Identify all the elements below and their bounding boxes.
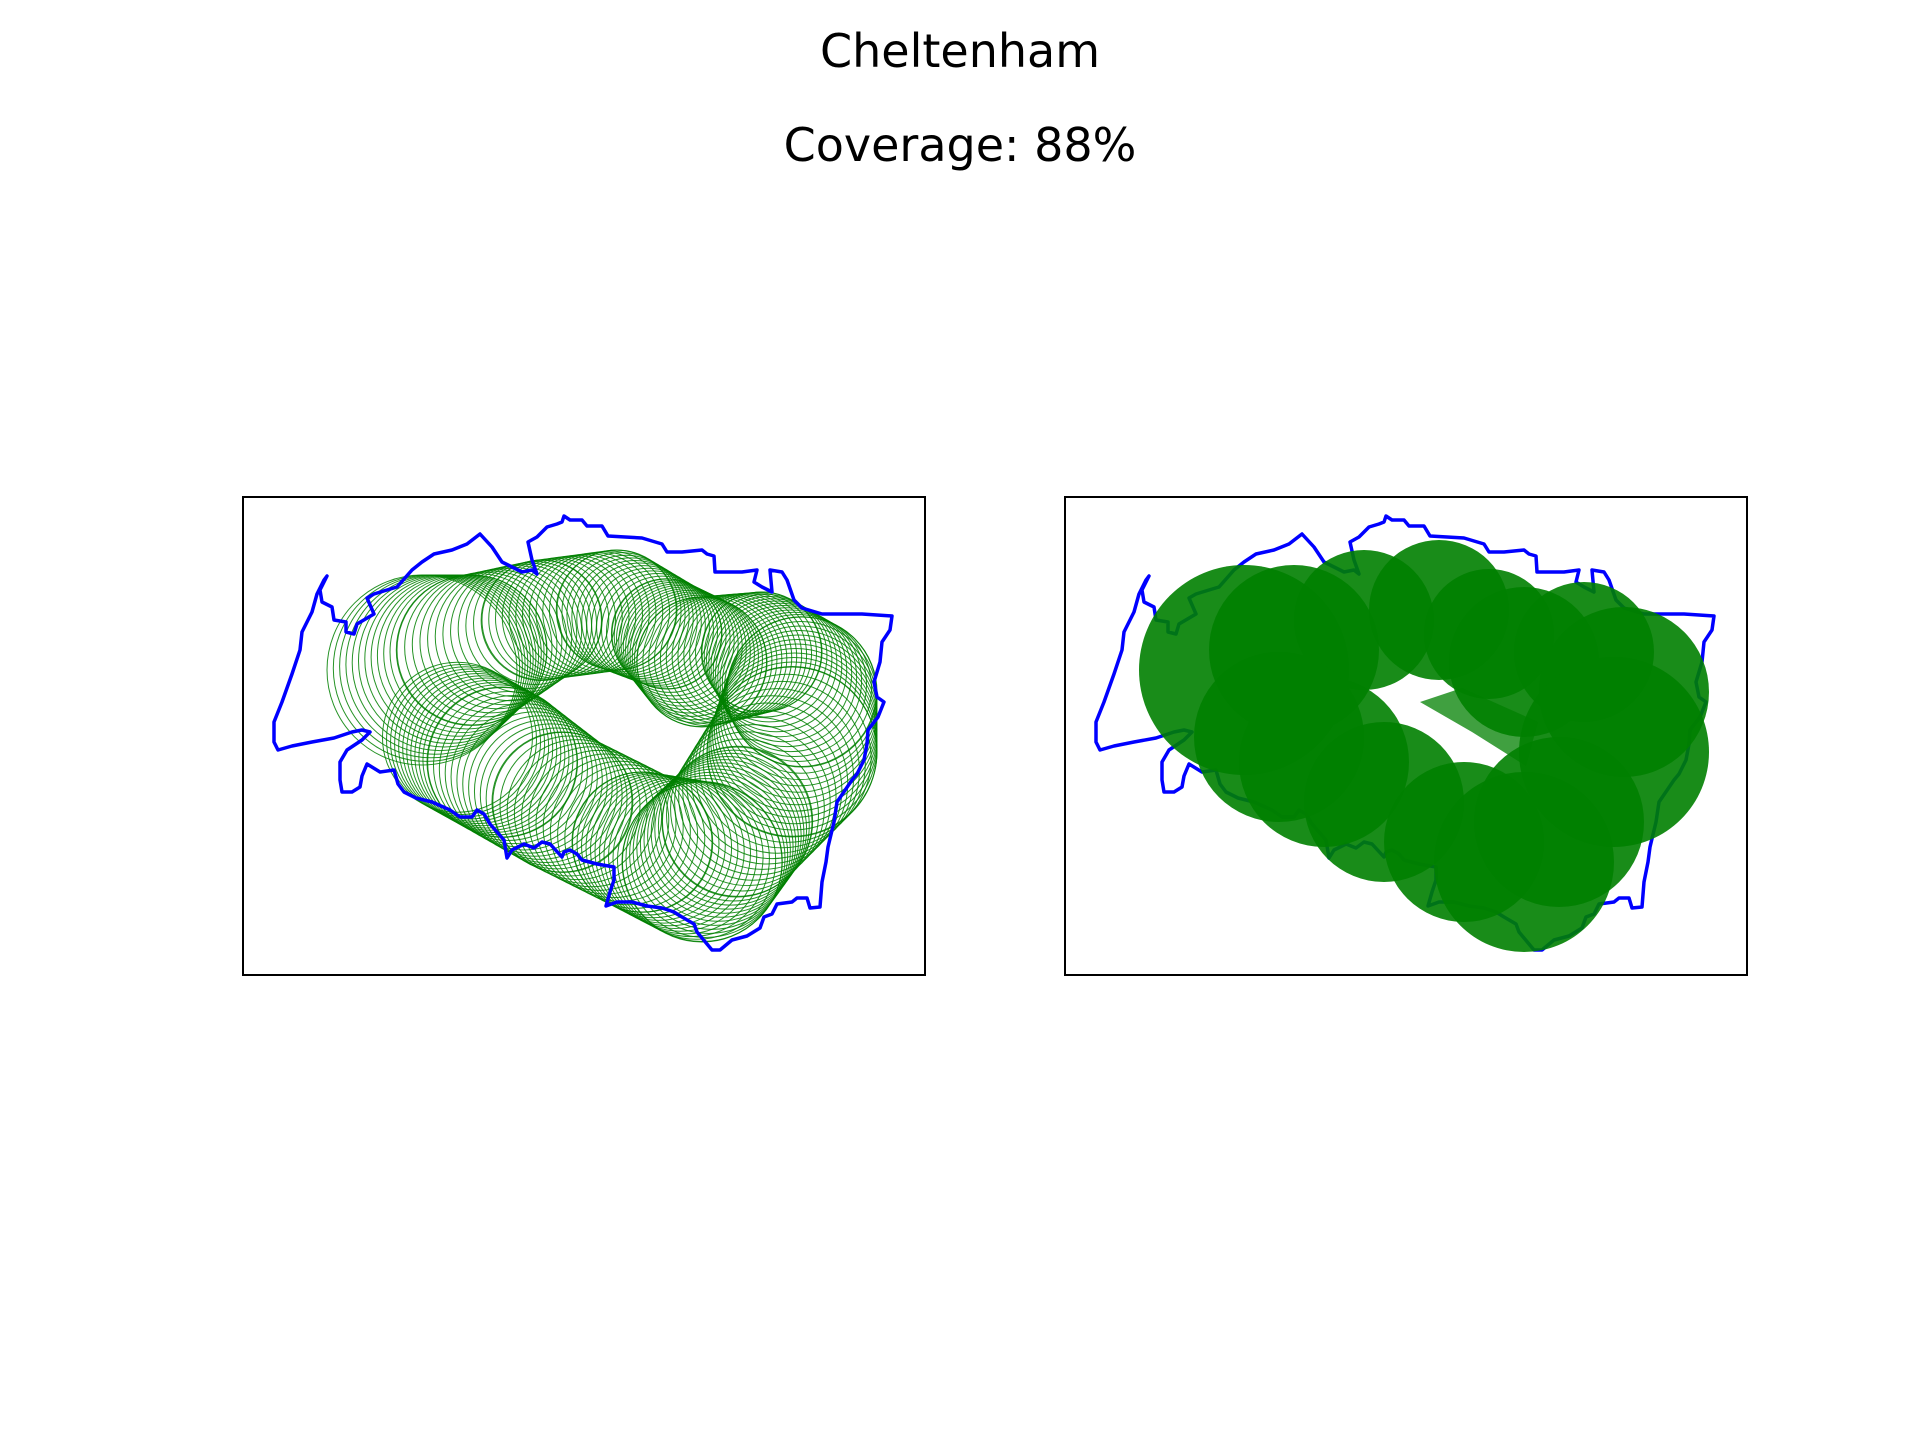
coverage-circle: [712, 602, 848, 738]
coverage-circle: [406, 675, 558, 827]
coverage-circle: [410, 677, 562, 829]
coverage-circle: [394, 668, 546, 820]
coverage-gap-region: [1420, 688, 1538, 766]
boundary-outline: [272, 514, 894, 952]
coverage-circle: [542, 757, 684, 899]
coverage-circle: [433, 691, 583, 841]
coverage-circle: [506, 739, 648, 881]
coverage-circle: [710, 600, 843, 733]
coverage-circle: [404, 573, 553, 722]
coverage-circle: [715, 605, 853, 743]
coverage-circle: [418, 682, 570, 833]
coverage-circle: [438, 695, 588, 845]
coverage-circle: [386, 664, 537, 815]
panel-outline-circles: [242, 496, 926, 976]
coverage-circles-filled: [1139, 540, 1709, 952]
coverage-circle: [581, 773, 726, 919]
coverage-circle: [650, 755, 805, 910]
coverage-circle: [521, 746, 663, 888]
coverage-circle: [586, 565, 702, 681]
coverage-circle: [703, 593, 828, 718]
coverage-circle: [557, 764, 699, 906]
coverage-circle: [402, 673, 554, 824]
coverage-circle: [666, 738, 819, 892]
coverage-circle: [564, 767, 706, 909]
coverage-circle: [654, 752, 808, 906]
coverage-circle: [491, 731, 633, 873]
coverage-circle: [591, 567, 706, 683]
coverage-circle: [647, 759, 802, 914]
coverage-circle: [576, 559, 694, 678]
coverage-circle: [576, 772, 720, 916]
coverage-circle: [411, 571, 558, 718]
coverage-circle: [625, 778, 786, 938]
coverage-circle: [719, 609, 863, 753]
coverage-circle: [631, 593, 759, 721]
coverage-circle: [571, 771, 713, 913]
coverage-circle: [608, 778, 764, 935]
coverage-circle: [629, 591, 755, 717]
coverage-circle: [678, 716, 837, 876]
coverage-circle: [611, 578, 723, 690]
coverage-circle: [414, 679, 566, 831]
coverage-circle: [706, 596, 833, 723]
coverage-circle: [618, 583, 735, 700]
panel-filled-circles: [1064, 496, 1748, 976]
coverage-circle: [629, 774, 789, 934]
coverage-circle: [698, 680, 866, 849]
coverage-circle: [499, 735, 641, 877]
coverage-circle-outlines: [326, 549, 878, 943]
coverage-circle: [606, 575, 718, 688]
coverage-circle: [603, 777, 758, 932]
coverage-circle: [462, 711, 608, 857]
coverage-circle: [616, 581, 731, 697]
coverage-circle: [535, 753, 677, 895]
coverage-circle: [468, 715, 613, 860]
coverage-circle: [648, 595, 778, 725]
coverage-circle: [617, 780, 777, 940]
coverage-circle: [581, 562, 698, 680]
map-outline-circles: [272, 514, 894, 952]
coverage-circle: [473, 719, 618, 864]
coverage-circle: [661, 746, 813, 898]
coverage-circle: [1194, 652, 1364, 822]
coverage-label: Coverage: 88%: [783, 118, 1137, 172]
coverage-circle: [620, 584, 739, 704]
coverage-circle: [717, 607, 858, 748]
coverage-circle: [381, 661, 533, 813]
figure-title: Cheltenham: [820, 24, 1100, 78]
coverage-circle: [556, 549, 678, 671]
coverage-circle: [643, 762, 799, 918]
coverage-circle: [398, 670, 550, 822]
coverage-circle: [612, 779, 770, 938]
coverage-circle: [670, 731, 825, 887]
coverage-circle: [479, 723, 623, 867]
map-filled-circles: [1094, 514, 1716, 952]
coverage-circle: [419, 570, 563, 714]
coverage-circle: [701, 591, 823, 713]
coverage-circle: [513, 742, 655, 884]
